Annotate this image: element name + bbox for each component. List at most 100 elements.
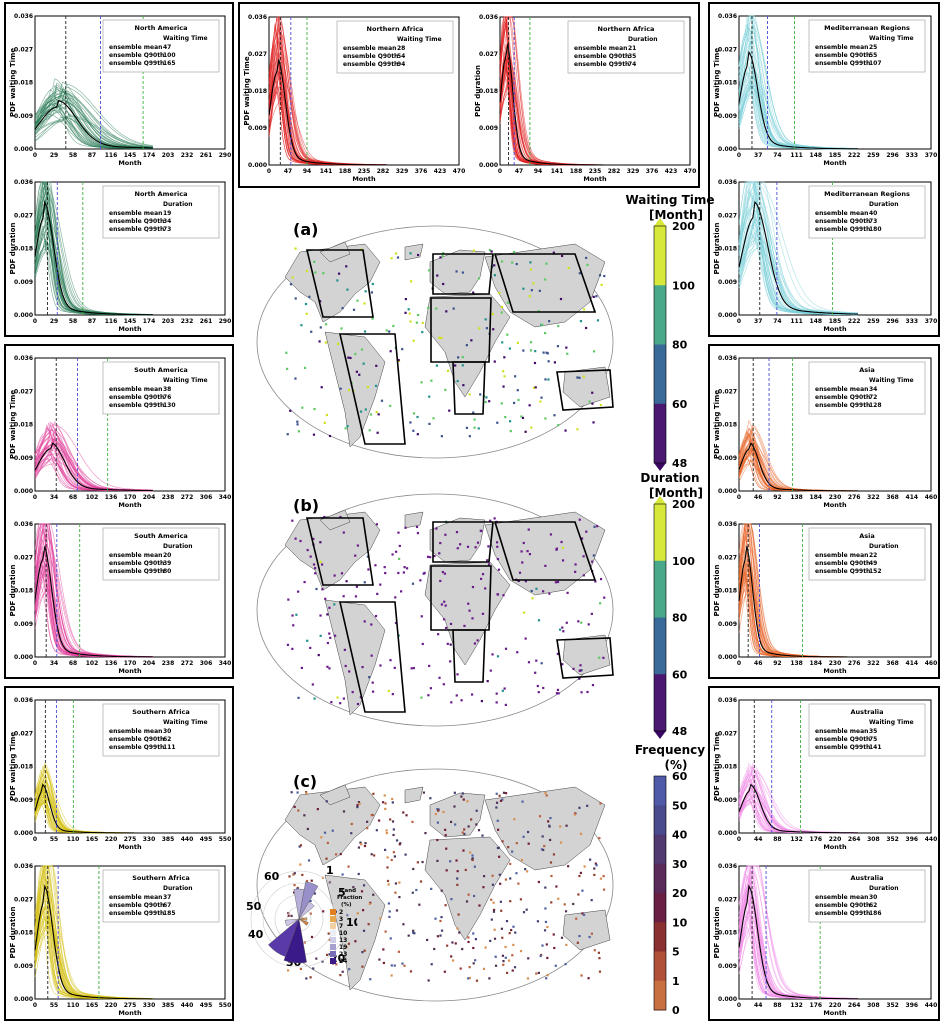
grid-cell xyxy=(385,829,388,832)
frame-southern-africa xyxy=(4,686,234,1021)
ensemble-mean-line xyxy=(738,545,858,658)
grid-cell xyxy=(487,563,491,566)
grid-cell xyxy=(319,326,322,329)
grid-cell xyxy=(337,272,341,275)
grid-cell xyxy=(543,929,547,932)
stat-header: Waiting Time xyxy=(163,377,208,384)
grid-cell xyxy=(545,351,548,354)
x-tick-label: 132 xyxy=(790,1002,803,1009)
grid-cell xyxy=(363,581,366,584)
grid-cell xyxy=(549,816,552,820)
grid-cell xyxy=(595,295,598,298)
grid-cell xyxy=(312,433,316,436)
grid-cell xyxy=(466,800,469,803)
grid-cell xyxy=(362,884,366,887)
land-polygon xyxy=(324,331,386,448)
grid-cell xyxy=(366,555,369,558)
grid-cell xyxy=(580,691,583,694)
grid-cell xyxy=(385,831,388,835)
grid-cell xyxy=(396,256,400,259)
grid-cell xyxy=(328,667,331,670)
grid-cell xyxy=(404,853,407,856)
x-tick-label: 333 xyxy=(906,152,919,159)
grid-cell xyxy=(421,321,424,325)
x-tick-label: 116 xyxy=(105,318,118,325)
x-tick-label: 261 xyxy=(200,318,213,325)
grid-cell xyxy=(361,951,364,954)
grid-cell xyxy=(426,938,429,942)
x-tick-label: 174 xyxy=(143,152,156,159)
grid-cell xyxy=(419,579,422,582)
y-tick-label: 0.000 xyxy=(14,488,33,495)
grid-cell xyxy=(556,580,560,584)
grid-cell xyxy=(500,305,504,309)
stat-row-label: ensemble Q90th xyxy=(109,394,164,401)
x-tick-label: 330 xyxy=(143,836,156,843)
grid-cell xyxy=(374,564,377,567)
x-tick-label: 423 xyxy=(434,168,447,175)
grid-cell xyxy=(417,313,420,317)
x-tick-label: 329 xyxy=(627,168,640,175)
grid-cell xyxy=(357,872,360,876)
grid-cell xyxy=(584,326,588,330)
grid-cell xyxy=(415,888,418,892)
grid-cell xyxy=(497,828,500,831)
grid-cell xyxy=(398,557,401,560)
y-axis-label: PDF waiting Time xyxy=(713,732,721,801)
frame-asia xyxy=(708,344,940,679)
grid-cell xyxy=(363,844,367,848)
grid-cell xyxy=(565,621,568,624)
legend-title-l2: Fraction xyxy=(337,895,362,901)
grid-cell xyxy=(464,868,467,872)
grid-cell xyxy=(461,364,464,367)
grid-cell xyxy=(449,860,452,863)
grid-cell xyxy=(548,838,552,842)
stat-row-value: 75 xyxy=(869,736,877,743)
y-tick-label: 0.018 xyxy=(14,246,33,253)
grid-cell xyxy=(580,669,583,672)
grid-cell xyxy=(375,829,378,832)
y-axis-label: PDF duration xyxy=(713,223,721,275)
stat-row-label: ensemble Q90th xyxy=(815,394,870,401)
grid-cell xyxy=(540,848,544,851)
grid-cell xyxy=(509,420,512,423)
grid-cell xyxy=(351,690,354,694)
grid-cell xyxy=(397,531,400,534)
region-title: Northern Africa xyxy=(598,25,655,33)
legend-swatch xyxy=(330,958,336,964)
grid-cell xyxy=(599,877,603,880)
colorbar-tick: 100 xyxy=(672,555,695,568)
grid-cell xyxy=(355,370,358,373)
region-title: Mediterranean Regions xyxy=(824,24,910,32)
x-tick-label: 330 xyxy=(143,1002,156,1009)
y-tick-label: 0.027 xyxy=(718,896,737,903)
grid-cell xyxy=(482,875,486,878)
grid-cell xyxy=(387,902,390,905)
grid-cell xyxy=(502,370,505,373)
grid-cell xyxy=(588,935,591,939)
x-tick-label: 275 xyxy=(124,1002,137,1009)
grid-cell xyxy=(488,977,491,980)
grid-cell xyxy=(309,899,312,903)
grid-cell xyxy=(348,670,351,673)
y-tick-label: 0.036 xyxy=(248,14,267,21)
x-tick-label: 110 xyxy=(67,836,80,843)
grid-cell xyxy=(390,974,393,977)
grid-cell xyxy=(371,282,374,286)
stat-row-value: 67 xyxy=(163,902,171,909)
grid-cell xyxy=(407,308,410,311)
stat-row-value: 152 xyxy=(869,568,882,575)
stat-header: Waiting Time xyxy=(869,719,914,726)
grid-cell xyxy=(504,415,507,419)
colorbar-segment xyxy=(654,504,666,562)
grid-cell xyxy=(472,291,475,294)
x-tick-label: 329 xyxy=(396,168,409,175)
grid-cell xyxy=(541,323,544,326)
info-box xyxy=(102,361,220,415)
grid-cell xyxy=(395,252,398,255)
grid-cell xyxy=(482,886,485,889)
land-polygon xyxy=(484,786,606,871)
grid-cell xyxy=(496,593,499,596)
grid-cell xyxy=(388,330,391,333)
grid-cell xyxy=(314,572,317,575)
